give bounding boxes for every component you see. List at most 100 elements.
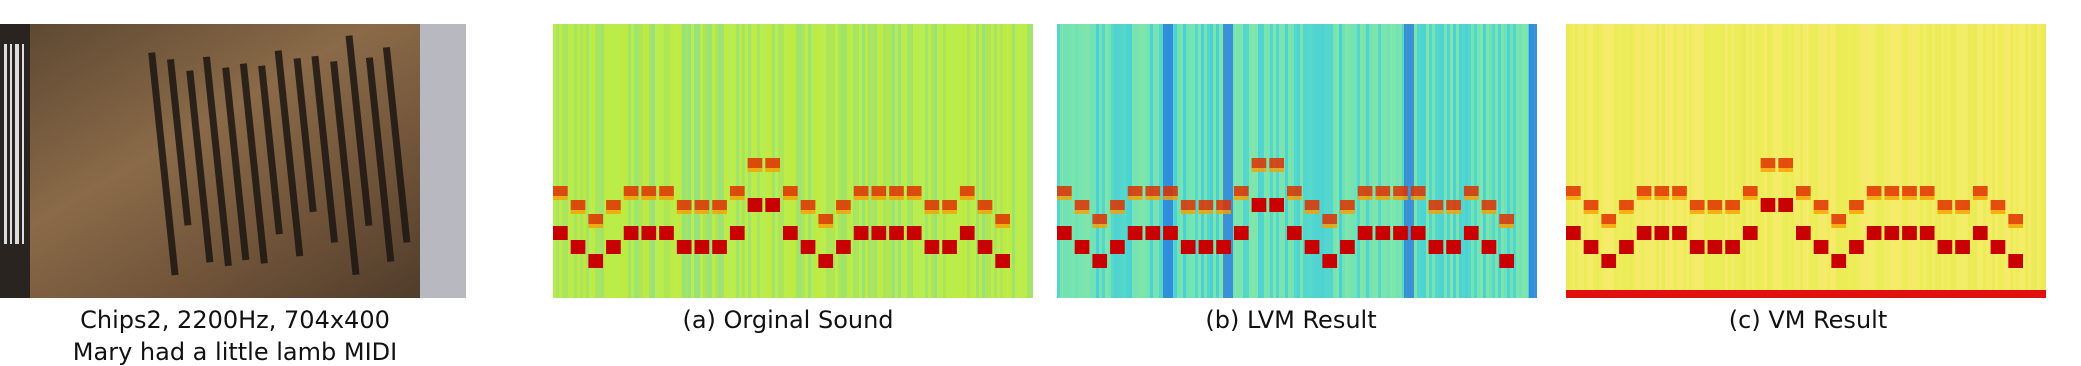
texture [1968, 24, 1971, 298]
texture [1463, 226, 1479, 240]
texture [1692, 24, 1695, 298]
texture [1620, 24, 1623, 298]
texture [1340, 240, 1355, 254]
texture [1583, 210, 1599, 214]
texture [1953, 24, 1956, 298]
texture [1092, 214, 1108, 224]
texture [1428, 200, 1444, 210]
texture [570, 200, 586, 210]
texture [1501, 24, 1504, 298]
texture [1983, 24, 1986, 298]
texture [601, 24, 604, 298]
texture [1821, 24, 1824, 298]
texture [1665, 24, 1668, 298]
texture [959, 226, 975, 240]
texture [1180, 24, 1183, 298]
texture [2022, 24, 2025, 298]
texture [959, 186, 975, 196]
texture [345, 35, 373, 226]
texture [1923, 24, 1926, 298]
texture [1941, 24, 1944, 298]
texture [625, 24, 628, 298]
texture [1911, 24, 1914, 298]
texture [606, 210, 621, 214]
texture [2040, 24, 2043, 298]
texture [1375, 186, 1391, 196]
texture [1483, 24, 1486, 298]
texture [1725, 240, 1740, 254]
texture [703, 24, 706, 298]
texture [995, 254, 1010, 268]
texture [934, 24, 937, 298]
texture [1989, 24, 1992, 298]
texture [977, 210, 993, 214]
texture [1619, 200, 1634, 210]
texture [886, 24, 889, 298]
texture [1734, 24, 1737, 298]
texture [1668, 24, 1671, 298]
texture [799, 24, 802, 298]
texture [1304, 200, 1320, 210]
texture [1575, 24, 1578, 298]
texture [1198, 240, 1214, 254]
texture [577, 24, 580, 298]
texture [1860, 24, 1863, 298]
texture [979, 24, 982, 298]
texture [655, 24, 658, 298]
texture [641, 186, 657, 196]
texture [700, 24, 703, 298]
texture [1955, 240, 1970, 254]
texture [1677, 24, 1680, 298]
texture [1902, 186, 1917, 196]
texture [1267, 24, 1270, 298]
texture [1180, 210, 1196, 214]
texture [667, 24, 670, 298]
texture [1950, 24, 1953, 298]
texture [1845, 24, 1848, 298]
texture [1066, 24, 1069, 298]
texture [817, 24, 820, 298]
texture [1147, 24, 1150, 298]
texture [1653, 24, 1656, 298]
texture [1601, 224, 1617, 228]
texture [1024, 24, 1027, 298]
texture [1974, 24, 1977, 298]
texture [1806, 24, 1809, 298]
texture [1081, 24, 1084, 298]
texture [1423, 24, 1426, 298]
texture [1704, 24, 1707, 298]
texture [765, 198, 780, 212]
texture [1636, 226, 1652, 240]
texture [906, 186, 922, 196]
texture [1587, 24, 1590, 298]
texture [1572, 24, 1575, 298]
texture [729, 186, 745, 196]
texture [1339, 24, 1342, 298]
texture [1525, 24, 1528, 298]
texture [1776, 24, 1779, 298]
texture [952, 24, 955, 298]
texture [1614, 24, 1617, 298]
texture [652, 24, 655, 298]
texture [1447, 24, 1450, 298]
texture [995, 214, 1010, 224]
texture [1955, 200, 1970, 210]
texture [1453, 24, 1456, 298]
texture [1749, 24, 1752, 298]
texture [1216, 200, 1231, 210]
texture [1480, 24, 1483, 298]
texture [641, 196, 657, 200]
texture [1935, 24, 1938, 298]
texture [907, 24, 910, 298]
texture [1288, 24, 1291, 298]
texture [676, 240, 692, 254]
texture [1057, 226, 1072, 240]
texture [1833, 24, 1836, 298]
texture [1057, 24, 1060, 298]
texture [942, 200, 957, 210]
texture [1315, 24, 1318, 298]
texture [1998, 24, 2001, 298]
texture [604, 24, 607, 298]
texture [1644, 24, 1647, 298]
texture [1372, 24, 1375, 298]
